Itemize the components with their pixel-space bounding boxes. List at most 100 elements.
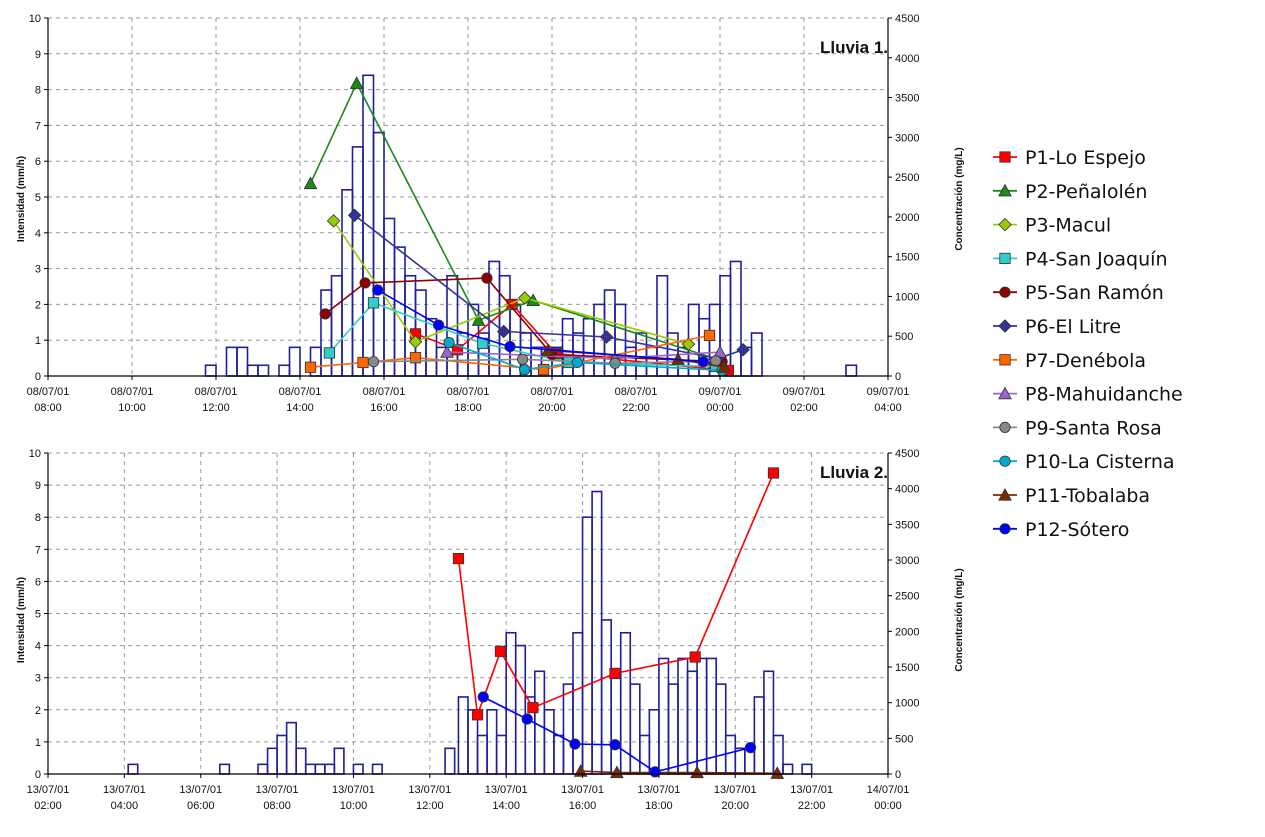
series-point: [432, 319, 445, 331]
series-point: [471, 709, 484, 721]
series: [303, 76, 750, 377]
series-point: [516, 353, 529, 365]
legend-marker: [999, 523, 1011, 535]
y2-tick-label: 4500: [895, 13, 919, 25]
legend-label: P6-El Litre: [1025, 316, 1121, 338]
series-point: [452, 552, 465, 565]
y-tick-label: 4: [35, 228, 41, 240]
axes: 0 1 2 3 4 5 6 7 8 9 10 0 500 1000 1500 2000 2500 3000 3500…: [27, 448, 920, 812]
intensity-bar: [285, 721, 297, 775]
intensity-bar: [572, 631, 584, 775]
x-tick-label-date: 13/07/01: [790, 784, 833, 796]
intensity-bar: [572, 332, 585, 377]
y-tick-label: 6: [35, 576, 41, 588]
intensity-bar: [304, 763, 317, 775]
legend-label: P3-Macul: [1025, 215, 1111, 237]
series-point: [767, 467, 780, 479]
series-point: [690, 765, 704, 779]
x-tick-label-date: 13/07/01: [408, 784, 451, 796]
series-point: [359, 277, 371, 289]
intensity-bar: [677, 657, 689, 775]
series-point: [323, 347, 336, 359]
x-tick-label-time: 22:00: [622, 402, 650, 414]
intensity-bar: [371, 763, 383, 775]
y2-tick-label: 1000: [895, 698, 919, 710]
x-tick-label-time: 14:00: [492, 800, 520, 812]
ylabel-right: Concentración (mg/L): [954, 147, 965, 250]
x-tick-label-time: 04:00: [874, 402, 902, 414]
y2-tick-label: 4000: [895, 484, 919, 496]
y2-tick-label: 1500: [895, 252, 919, 264]
intensity-bar: [288, 346, 301, 377]
series-line: [448, 341, 723, 372]
y2-tick-label: 3500: [895, 93, 919, 105]
series-point: [736, 342, 750, 357]
intensity-bar: [324, 763, 336, 775]
legend-item-p10-la-cisterna: P10-La Cisterna: [993, 451, 1175, 473]
bars: [127, 490, 813, 775]
legend-item-p5-san-ramon: P5-San Ramón: [993, 282, 1164, 304]
legend-item-p2-penalolen: P2-Peñalolén: [993, 181, 1147, 203]
series-point: [609, 739, 621, 751]
series-line: [332, 220, 689, 345]
legend-item-p8-mahuidanche: P8-Mahuidanche: [993, 384, 1183, 406]
intensity-bar: [276, 734, 288, 775]
y-tick-label: 2: [35, 705, 41, 717]
y-tick-label: 8: [35, 85, 41, 97]
y-tick-label: 1: [35, 737, 41, 749]
legend-label: P7-Denébola: [1025, 350, 1146, 372]
x-tick-label-date: 09/07/01: [783, 386, 826, 398]
y-tick-label: 7: [35, 544, 41, 556]
y-tick-label: 3: [35, 264, 41, 276]
intensity-bar: [476, 734, 488, 775]
intensity-bar: [715, 683, 727, 775]
intensity-bar: [372, 131, 385, 377]
intensity-bar: [278, 364, 291, 377]
y2-tick-label: 3000: [895, 555, 919, 567]
x-tick-label-time: 08:00: [34, 402, 62, 414]
series-point: [349, 76, 364, 89]
x-tick-label-date: 08/07/01: [363, 386, 406, 398]
intensity-bar: [295, 747, 307, 775]
y2-tick-label: 2500: [895, 591, 919, 603]
y-tick-label: 8: [35, 512, 41, 524]
legend-marker: [999, 455, 1011, 467]
x-tick-label-time: 00:00: [874, 800, 902, 812]
y2-tick-label: 2000: [895, 626, 919, 638]
legend: P1-Lo Espejo P2-Peñalolén P3-Macul P4-San J…: [993, 147, 1183, 541]
legend-label: P10-La Cisterna: [1025, 451, 1175, 473]
intensity-bar: [219, 763, 231, 775]
series-p12-sotero: [372, 284, 709, 368]
series-point: [367, 297, 380, 309]
intensity-bar: [553, 734, 565, 775]
intensity-bar: [639, 734, 651, 775]
series-point: [357, 356, 369, 369]
y-tick-label: 9: [35, 480, 41, 492]
intensity-bar: [610, 670, 622, 775]
y2-tick-label: 4500: [895, 448, 919, 460]
intensity-bar: [266, 747, 278, 775]
intensity-bar: [667, 683, 679, 775]
series-line: [309, 81, 721, 361]
x-tick-label-date: 08/07/01: [195, 386, 238, 398]
legend-item-p4-san-joaquin: P4-San Joaquín: [993, 248, 1167, 270]
y-tick-label: 10: [29, 13, 41, 25]
ylabel-left: Intensidad (mm/h): [16, 577, 27, 663]
intensity-bar: [444, 747, 456, 775]
y-tick-label: 5: [35, 192, 41, 204]
legend-marker: [999, 421, 1011, 433]
intensity-bar: [246, 364, 259, 377]
y-tick-label: 9: [35, 49, 41, 61]
series-point: [304, 361, 317, 373]
y2-tick-label: 3000: [895, 132, 919, 144]
y-tick-label: 1: [35, 335, 41, 347]
series-point: [609, 357, 621, 369]
series-point: [717, 360, 732, 373]
intensity-bar: [696, 657, 708, 775]
intensity-bar: [330, 274, 343, 377]
series-point: [527, 702, 539, 714]
panel-title-lluvia-2: Lluvia 2.: [820, 463, 888, 482]
series-point: [372, 284, 384, 296]
x-tick-label-date: 13/07/01: [485, 784, 528, 796]
